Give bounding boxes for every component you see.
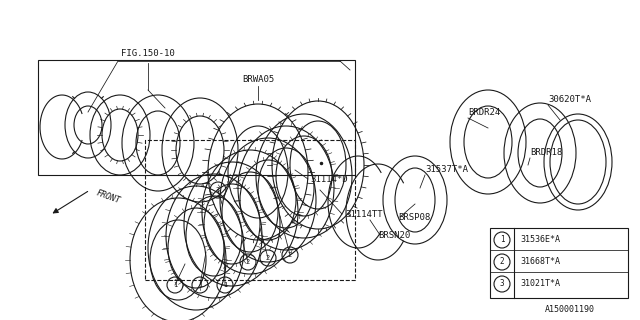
Text: BRSP08: BRSP08 (398, 213, 430, 222)
Text: 1: 1 (198, 282, 202, 288)
Text: 31668T*A: 31668T*A (520, 258, 560, 267)
Bar (38, 60, 355, 175)
Text: A150001190: A150001190 (545, 305, 595, 314)
Text: FIG.150-10: FIG.150-10 (121, 49, 175, 58)
Text: BRDR24: BRDR24 (468, 108, 500, 117)
Text: 1: 1 (500, 236, 504, 244)
Text: 1: 1 (173, 282, 177, 288)
Text: 31536E*A: 31536E*A (520, 236, 560, 244)
Text: FRONT: FRONT (95, 188, 122, 205)
Text: 3: 3 (500, 279, 504, 289)
Text: BRWA05: BRWA05 (242, 75, 274, 84)
Text: 2: 2 (500, 258, 504, 267)
Text: 3: 3 (216, 187, 220, 193)
Text: 2: 2 (266, 255, 270, 261)
Text: 1: 1 (223, 282, 227, 288)
Text: 31114*D: 31114*D (310, 175, 348, 184)
Bar (145, 140, 355, 280)
Text: 31021T*A: 31021T*A (520, 279, 560, 289)
Text: BRSN20: BRSN20 (378, 231, 410, 240)
Text: 2: 2 (246, 259, 250, 265)
Text: 31537T*A: 31537T*A (425, 165, 468, 174)
Text: 2: 2 (288, 252, 292, 258)
Text: BRDR18: BRDR18 (530, 148, 563, 157)
Bar (490, 228, 628, 298)
Text: 30620T*A: 30620T*A (548, 95, 591, 104)
Text: 31114TT: 31114TT (345, 210, 383, 219)
